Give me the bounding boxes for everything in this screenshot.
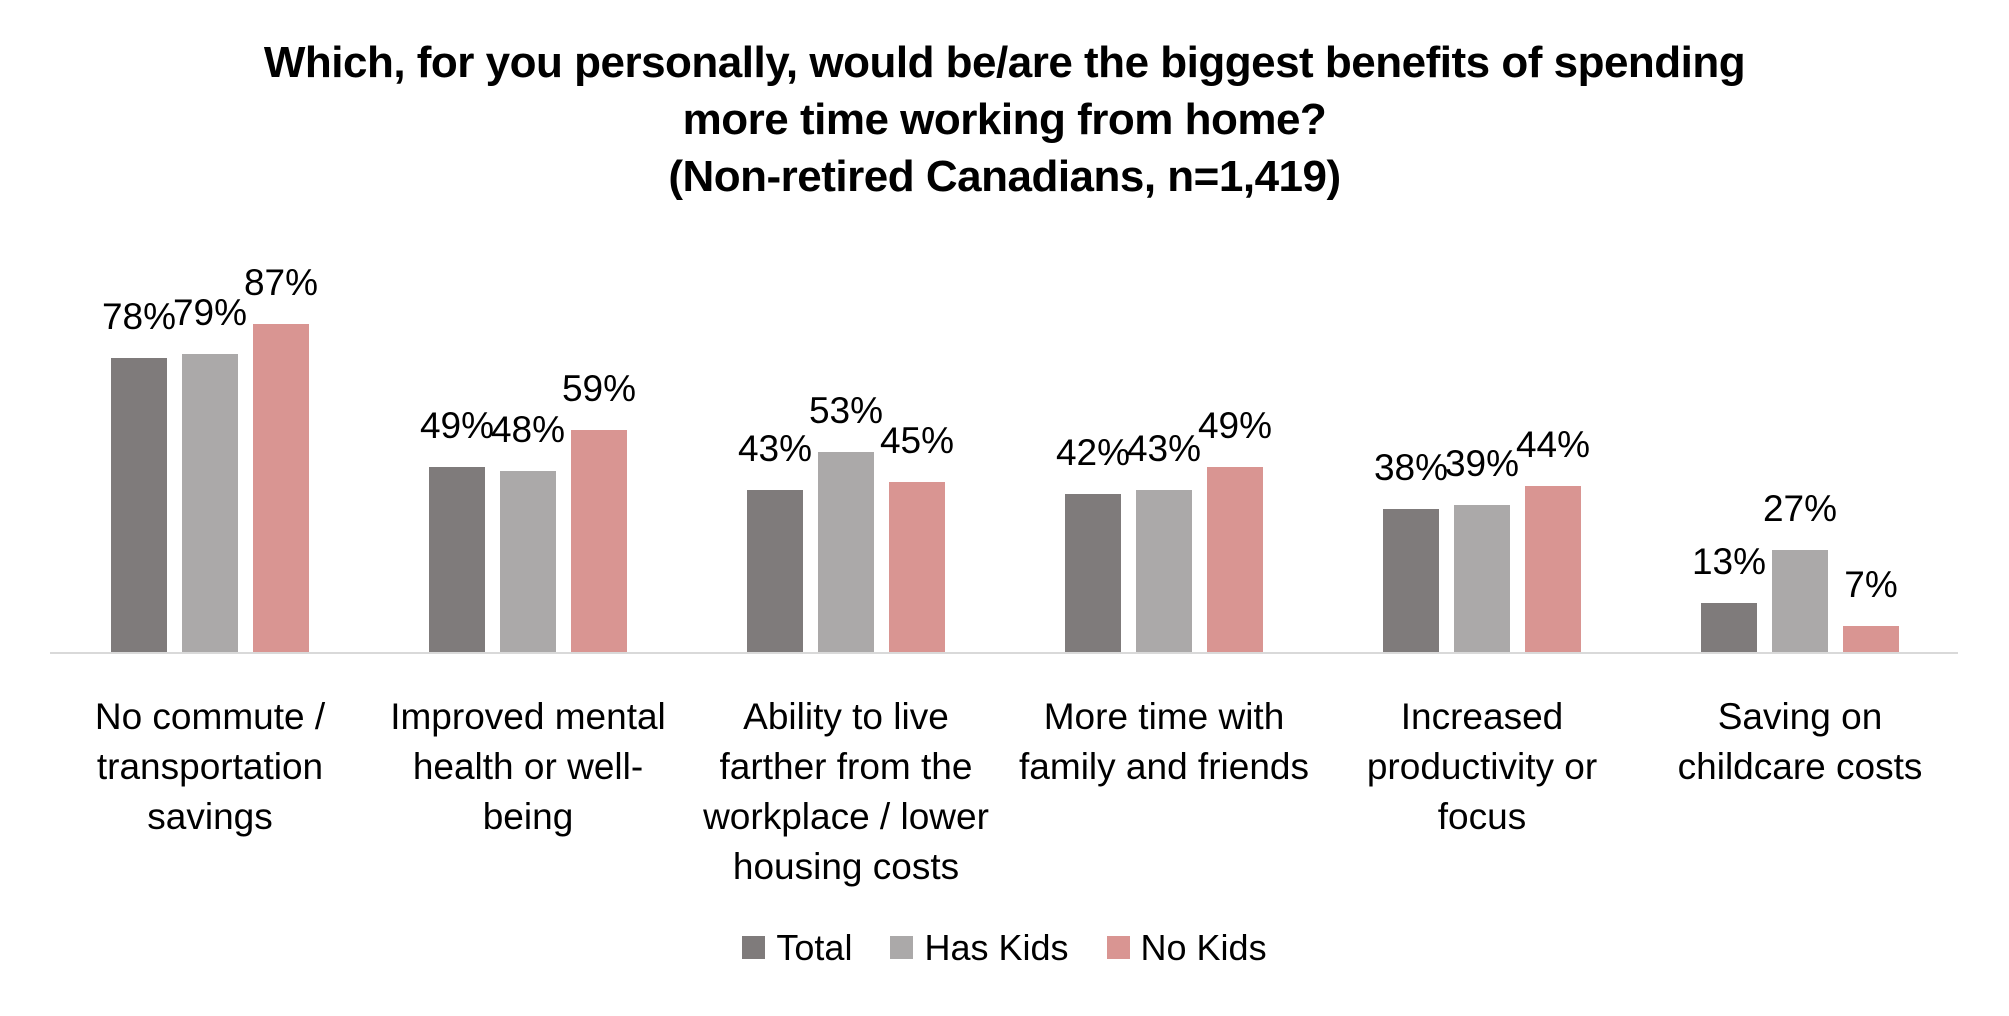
legend-label-has-kids: Has Kids — [924, 927, 1069, 968]
chart-title-line-2: more time working from home? — [682, 95, 1327, 144]
bar-total: 43% — [738, 430, 812, 652]
bar-total: 13% — [1692, 543, 1766, 652]
legend: Total Has Kids No Kids — [0, 928, 2009, 968]
bar-no-kids: 45% — [880, 422, 954, 652]
bar-total: 78% — [102, 298, 176, 652]
bar-value-label: 49% — [419, 405, 495, 446]
bar-total: 38% — [1374, 449, 1448, 652]
category-label: Improved mental health or well- being — [390, 696, 666, 837]
bar-has-kids: 53% — [809, 392, 883, 652]
bar-value-label: 42% — [1055, 432, 1131, 473]
bar-value-label: 45% — [879, 420, 955, 461]
legend-item-no-kids: No Kids — [1106, 927, 1267, 968]
bar-value-label: 7% — [1844, 564, 1898, 605]
category-label: Ability to live farther from the workpla… — [703, 696, 989, 887]
bar-value-label: 79% — [172, 292, 248, 333]
legend-item-has-kids: Has Kids — [890, 927, 1069, 968]
chart-title: Which, for you personally, would be/are … — [0, 34, 2009, 205]
bar-has-kids: 79% — [173, 294, 247, 652]
legend-swatch-has-kids-icon — [890, 936, 914, 960]
bar-group: 78% 79% 87% — [51, 232, 369, 652]
bar-has-kids: 43% — [1127, 430, 1201, 652]
bar-has-kids: 48% — [491, 411, 565, 652]
bar-value-label: 27% — [1762, 488, 1838, 529]
bar-group: 49% 48% 59% — [369, 232, 687, 652]
bar-no-kids: 7% — [1843, 566, 1899, 652]
bar-group: 43% 53% 45% — [687, 232, 1005, 652]
bar-group: 13% 27% 7% — [1641, 232, 1959, 652]
category-label: More time with family and friends — [1019, 696, 1309, 787]
bar-group: 42% 43% 49% — [1005, 232, 1323, 652]
category-label: No commute / transportation savings — [94, 696, 326, 837]
bar-no-kids: 44% — [1516, 426, 1590, 652]
bar-value-label: 43% — [1126, 428, 1202, 469]
bar-value-label: 13% — [1691, 541, 1767, 582]
legend-swatch-no-kids-icon — [1106, 936, 1130, 960]
bar-total: 49% — [420, 407, 494, 652]
bar-value-label: 43% — [737, 428, 813, 469]
plot-area: 78% 79% 87% 49% 48% 59% 43% 53% 45% 42% 43% 49% 38% 3… — [51, 232, 1959, 652]
x-axis-line — [50, 652, 1958, 654]
bar-value-label: 48% — [490, 409, 566, 450]
bar-no-kids: 49% — [1198, 407, 1272, 652]
bar-value-label: 49% — [1197, 405, 1273, 446]
chart-title-line-3: (Non-retired Canadians, n=1,419) — [668, 152, 1341, 201]
bar-value-label: 87% — [243, 262, 319, 303]
category-label: Increased productivity or focus — [1366, 696, 1598, 837]
bar-value-label: 78% — [101, 296, 177, 337]
bar-value-label: 39% — [1444, 443, 1520, 484]
bar-value-label: 38% — [1373, 447, 1449, 488]
bar-no-kids: 59% — [562, 370, 636, 652]
bar-has-kids: 27% — [1763, 490, 1837, 652]
bar-no-kids: 87% — [244, 264, 318, 652]
category-label: Saving on childcare costs — [1677, 696, 1923, 787]
legend-item-total: Total — [742, 928, 852, 968]
bar-value-label: 59% — [561, 368, 637, 409]
bar-value-label: 53% — [808, 390, 884, 431]
bar-group: 38% 39% 44% — [1323, 232, 1641, 652]
legend-label-no-kids: No Kids — [1140, 927, 1267, 968]
legend-swatch-total-icon — [742, 936, 766, 960]
category-axis-labels: No commute / transportation savings Impro… — [51, 692, 1959, 892]
legend-label-total: Total — [776, 927, 853, 968]
bar-value-label: 44% — [1515, 424, 1591, 465]
bar-total: 42% — [1056, 434, 1130, 652]
chart-title-line-1: Which, for you personally, would be/are … — [263, 38, 1746, 87]
bar-has-kids: 39% — [1445, 445, 1519, 652]
